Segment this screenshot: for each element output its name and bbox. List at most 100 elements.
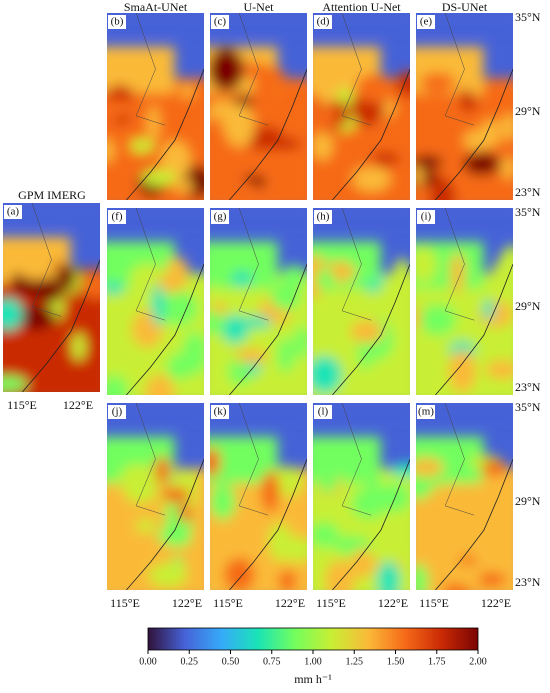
rain-field [416,403,513,590]
gpm-title: GPM IMERG [18,188,86,202]
panel-label: (e) [420,16,433,28]
rain-cell [463,152,501,176]
colorbar-tick-label: 0.50 [222,656,240,667]
rain-cell [166,353,193,380]
rain-cell [271,284,301,311]
map-panel [107,13,204,200]
panel-label: (i) [421,211,432,223]
lat-label: 23°N [515,380,541,394]
rain-cell [224,104,255,148]
rain-cell [281,265,307,291]
panel-label: (c) [214,16,227,28]
coastline [332,458,410,590]
rain-cell [119,464,158,496]
north-dry [416,13,513,30]
rain-cell [112,99,147,117]
rain-cell [3,297,24,331]
map-panel [313,403,410,590]
colorbar-tick-label: 1.00 [304,656,322,667]
rain-cell [129,138,155,154]
label-box [417,15,435,29]
north-dry [107,13,204,30]
lon-label: 122°E [481,596,511,610]
rain-cell [244,315,272,329]
rain-cell [450,252,466,294]
rain-cell [389,462,410,478]
colorbar-tick-label: 1.25 [346,656,364,667]
colorbar [147,627,479,651]
border [135,13,166,126]
rain-cell [227,356,253,386]
map-panel [210,403,307,590]
rain-cell [221,314,249,344]
colorbar-tick-label: 1.75 [428,656,446,667]
rain-cell [352,166,391,192]
rain-cell [210,47,244,92]
rain-cell [350,319,384,344]
rain-cell [141,169,177,187]
colorbar-tick-label: 0.75 [263,656,281,667]
colorbar-label: mm h⁻¹ [294,672,332,686]
rain-cell [371,152,400,166]
lat-label: 29°N [515,494,541,508]
border [444,208,475,321]
coastline [435,458,513,590]
rain-cell [429,176,456,200]
rain-cell [261,470,280,513]
rain-cell [144,374,175,395]
rain-cell [174,180,194,193]
label-box [314,15,332,29]
rain-field [107,208,204,395]
rain-field [107,13,204,200]
rain-cell [57,264,76,291]
lon-label: 122°E [172,596,202,610]
lat-label: 23°N [515,575,541,589]
rain-cell [378,482,410,512]
coastline [435,263,513,395]
rain-cell [161,487,190,504]
rain-cell [500,156,513,180]
coastline [435,68,513,200]
rain-cell [421,92,449,133]
coastline [332,68,410,200]
rain-cell [177,503,193,523]
rain-cell [226,181,262,200]
rain-cell [107,282,124,295]
lon-label: 122°E [275,596,305,610]
border [238,403,269,516]
coastline [126,263,204,395]
north-dry [313,208,410,225]
rain-cell [17,260,56,281]
north-dry [210,403,307,420]
rain-cell [210,285,220,308]
rain-cell [357,334,373,371]
rain-cell [456,563,482,588]
lon-label: 115°E [110,596,140,610]
coastline [229,68,307,200]
border [238,13,269,126]
label-box [211,405,229,419]
rain-cell [264,137,302,151]
north-dry [313,13,410,30]
border [135,208,166,321]
rain-cell [268,522,292,562]
rain-cell [482,299,496,320]
panel-label: (j) [112,406,123,418]
border [444,403,475,516]
rain-cell [317,77,338,105]
rain-cell [481,459,507,477]
rain-cell [317,461,339,494]
north-dry [313,403,410,420]
rain-cell [107,374,129,395]
panel-label: (d) [317,16,330,28]
colorbar-tick-label: 0.25 [181,656,199,667]
rain-cell [480,472,497,503]
rain-cell [107,298,119,332]
label-box [108,15,126,29]
rain-field [416,13,513,200]
column-title: DS-UNet [442,0,488,14]
rain-cell [210,483,236,520]
north-dry [107,208,204,225]
label-box [4,205,22,219]
